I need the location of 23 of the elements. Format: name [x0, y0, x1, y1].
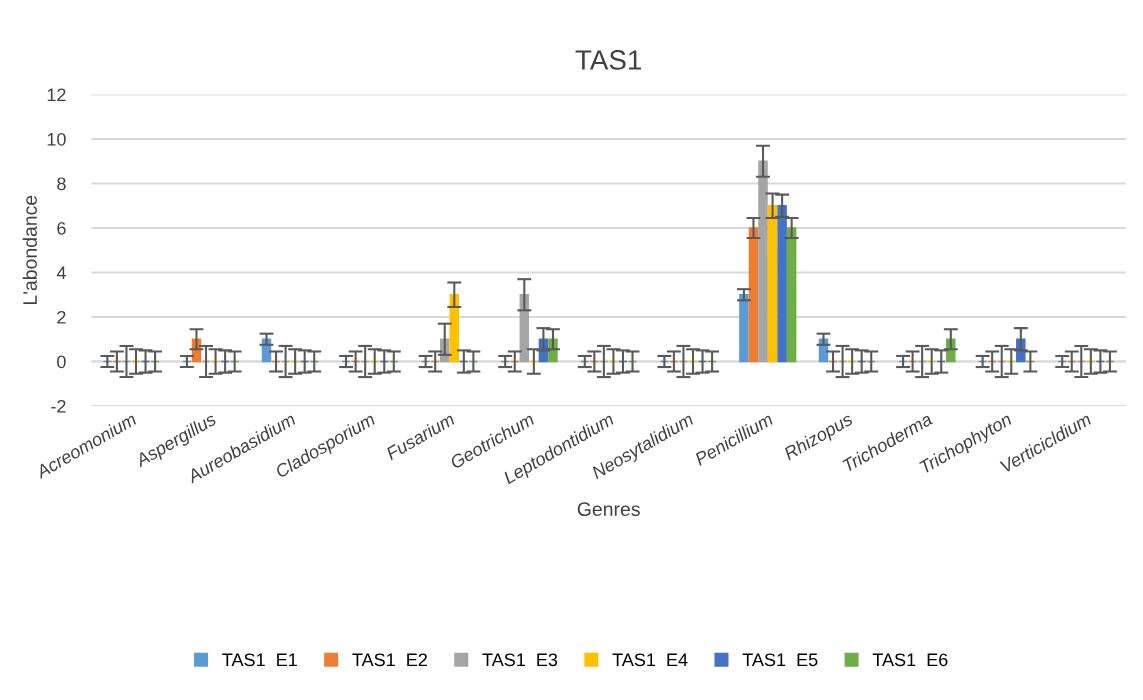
y-tick-label: 12 — [47, 88, 66, 102]
legend-label: TAS1 E6 — [872, 653, 948, 667]
y-tick-label: 4 — [56, 266, 66, 280]
y-tick-label: 2 — [57, 310, 66, 324]
legend-label: TAS1 E2 — [352, 653, 427, 667]
bar — [748, 227, 759, 363]
bar — [786, 227, 797, 363]
y-tick-label: -2 — [51, 399, 66, 413]
legend-label: TAS1 E1 — [222, 653, 297, 667]
legend-label: TAS1 E4 — [612, 653, 688, 667]
y-axis-title: L'abondance — [22, 195, 37, 305]
bar — [739, 294, 749, 363]
x-axis-title: Genres — [577, 502, 640, 517]
legend-label: TAS1 E5 — [742, 653, 818, 667]
y-tick-label: 8 — [57, 177, 66, 191]
legend-label: TAS1 E3 — [482, 653, 558, 667]
y-tick-label: 10 — [47, 132, 66, 146]
bar — [777, 205, 787, 363]
y-tick-label: 6 — [57, 221, 66, 235]
chart-title: TAS1 — [575, 50, 641, 70]
bar — [767, 205, 778, 363]
y-tick-label: 0 — [57, 355, 66, 369]
bar — [758, 160, 768, 363]
